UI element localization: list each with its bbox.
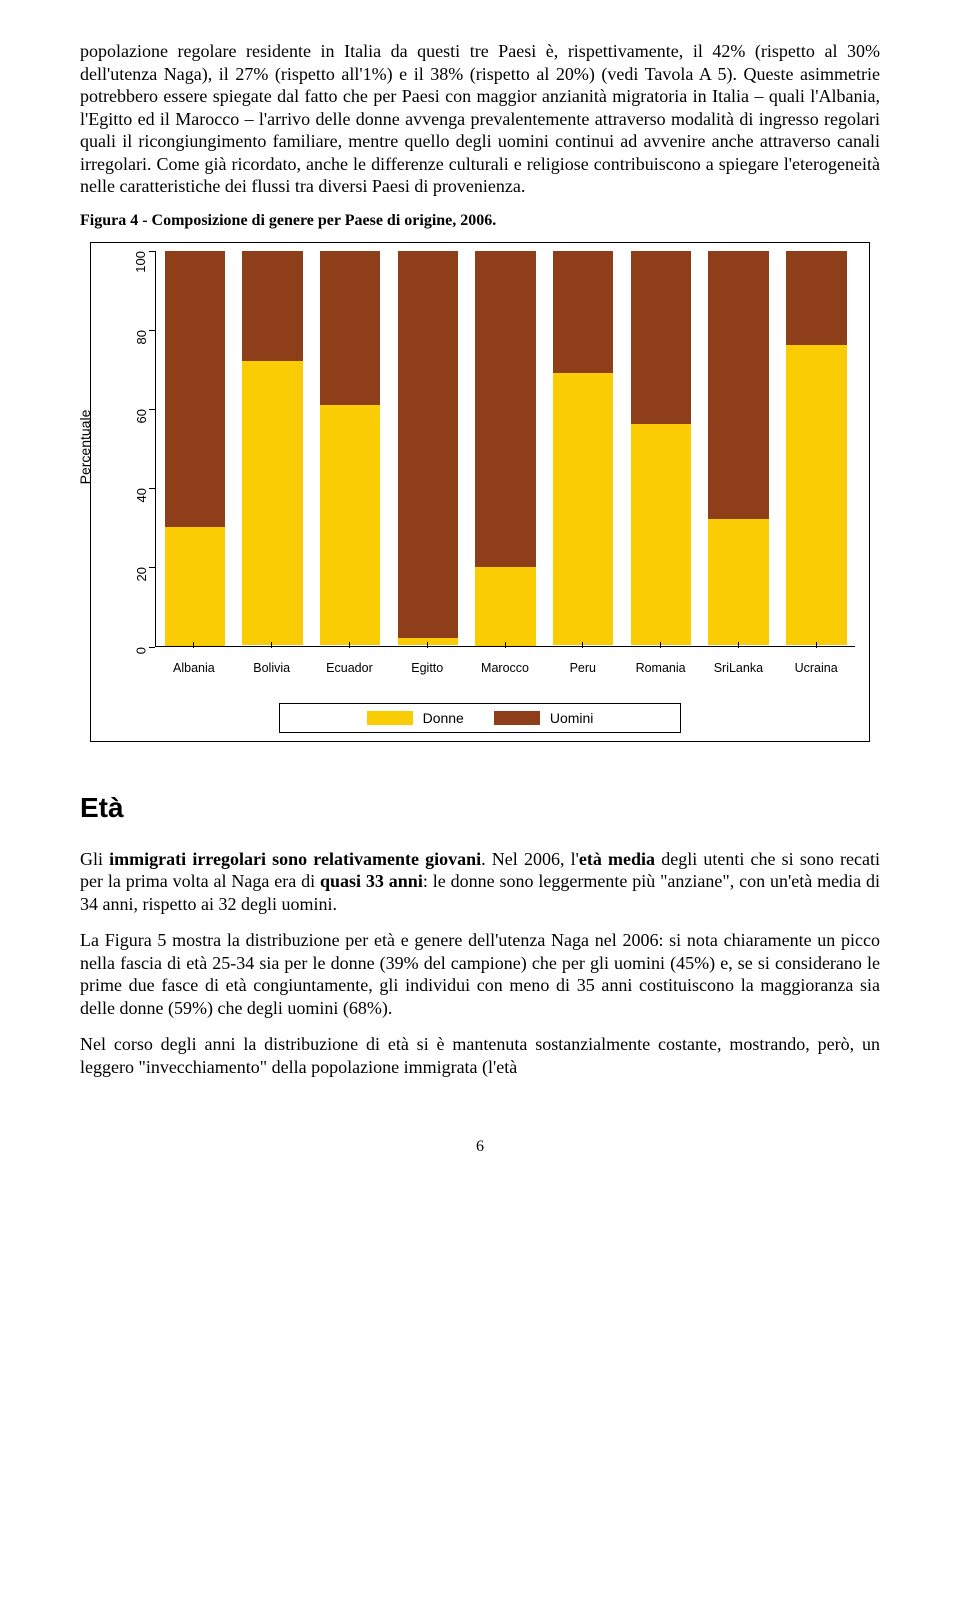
chart-container: Percentuale 020406080100 AlbaniaBoliviaE… [90,242,870,742]
paragraph-1: popolazione regolare residente in Italia… [80,40,880,198]
y-axis-title: Percentuale [77,409,93,484]
paragraph-3: La Figura 5 mostra la distribuzione per … [80,929,880,1019]
bar-seg-donne [475,567,536,646]
text: . Nel 2006, l' [481,849,579,869]
bar-seg-donne [320,405,381,646]
text-bold: quasi 33 anni [320,871,423,891]
bar [631,251,692,646]
y-tick-label: 0 [134,647,149,654]
x-tick [777,642,855,648]
bar-seg-uomini [708,251,769,520]
bar [165,251,226,646]
x-tick [233,642,311,648]
x-label: Ucraina [777,661,855,675]
x-label: Albania [155,661,233,675]
y-axis: Percentuale 020406080100 [95,247,155,647]
legend-item-donne: Donne [367,710,464,726]
bar-seg-donne [786,345,847,645]
text: Gli [80,849,109,869]
x-tick [699,642,777,648]
bar [475,251,536,646]
bar-seg-uomini [786,251,847,346]
bar-seg-uomini [320,251,381,405]
bar-seg-uomini [475,251,536,567]
bar [786,251,847,646]
y-tick-label: 80 [134,330,149,344]
legend: Donne Uomini [279,703,681,733]
chart-area: Percentuale 020406080100 AlbaniaBoliviaE… [95,247,865,687]
bar-seg-uomini [631,251,692,425]
bar-slot [389,251,467,646]
page: popolazione regolare residente in Italia… [0,0,960,1196]
swatch-uomini [494,711,540,725]
bar-seg-uomini [165,251,226,528]
x-tick [388,642,466,648]
bar-seg-donne [165,527,226,646]
bar-seg-uomini [553,251,614,373]
x-label: Peru [544,661,622,675]
x-ticks [155,642,855,648]
bar-seg-donne [242,361,303,645]
x-labels: AlbaniaBoliviaEcuadorEgittoMaroccoPeruRo… [155,661,855,675]
bar-seg-uomini [398,251,459,638]
y-tick-label: 40 [134,488,149,502]
text-bold: età media [579,849,655,869]
plot-area [155,251,855,647]
bar-slot [700,251,778,646]
bar [708,251,769,646]
bar-seg-donne [708,519,769,645]
bar-slot [467,251,545,646]
bar [398,251,459,646]
legend-label-uomini: Uomini [550,710,594,726]
section-heading-eta: Età [80,792,880,824]
x-tick [466,642,544,648]
bar-slot [311,251,389,646]
bar-seg-donne [631,424,692,645]
paragraph-2: Gli immigrati irregolari sono relativame… [80,848,880,916]
x-label: SriLanka [699,661,777,675]
bars-group [156,251,855,646]
x-label: Marocco [466,661,544,675]
bar-slot [544,251,622,646]
y-tick-label: 60 [134,409,149,423]
x-tick [622,642,700,648]
x-tick [311,642,389,648]
x-label: Bolivia [233,661,311,675]
bar [320,251,381,646]
swatch-donne [367,711,413,725]
bar [242,251,303,646]
legend-item-uomini: Uomini [494,710,594,726]
bar [553,251,614,646]
bar-slot [777,251,855,646]
paragraph-4: Nel corso degli anni la distribuzione di… [80,1033,880,1078]
bar-seg-uomini [242,251,303,362]
bar-slot [234,251,312,646]
page-number: 6 [80,1138,880,1156]
text-bold: immigrati irregolari sono relativamente … [109,849,481,869]
x-label: Egitto [388,661,466,675]
x-label: Romania [622,661,700,675]
x-label: Ecuador [311,661,389,675]
figure-caption: Figura 4 - Composizione di genere per Pa… [80,212,880,230]
bar-slot [622,251,700,646]
y-tick-label: 100 [134,251,149,273]
bar-seg-donne [553,373,614,646]
x-tick [155,642,233,648]
x-tick [544,642,622,648]
y-tick-label: 20 [134,567,149,581]
legend-label-donne: Donne [423,710,464,726]
bar-slot [156,251,234,646]
